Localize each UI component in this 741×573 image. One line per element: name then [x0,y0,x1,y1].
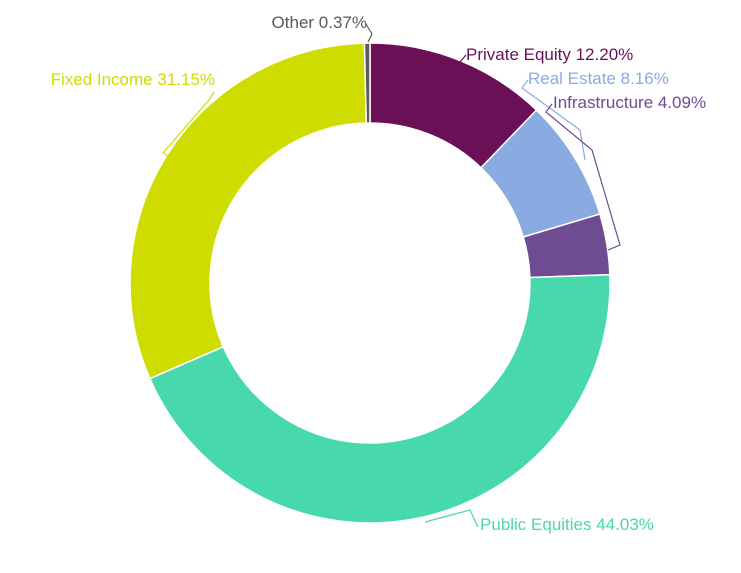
label-other: Other 0.37% [272,13,367,32]
label-leader-lines [162,23,621,528]
slice-fixed-income[interactable] [129,42,368,380]
label-infrastructure: Infrastructure 4.09% [553,93,706,112]
leader-fixed-income [162,91,215,158]
slice-other[interactable] [363,42,371,124]
leader-private-equity [459,54,467,63]
leader-public-equities [424,509,479,528]
donut-slices [129,42,611,524]
slice-public-equities[interactable] [148,273,611,524]
label-private-equity: Private Equity 12.20% [466,45,633,64]
leader-other [365,23,373,43]
leader-real-estate [521,79,586,161]
label-fixed-income: Fixed Income 31.15% [51,70,215,89]
leader-infrastructure [545,103,621,251]
label-real-estate: Real Estate 8.16% [528,69,669,88]
label-public-equities: Public Equities 44.03% [480,515,654,534]
